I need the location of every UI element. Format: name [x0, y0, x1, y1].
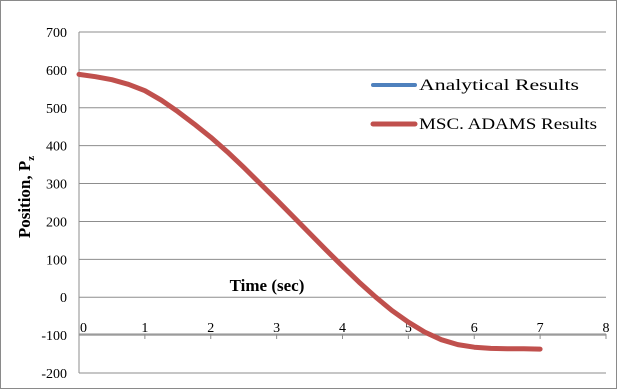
- y-tick-label-3: 400: [46, 140, 67, 155]
- y-tick-label-5: 200: [46, 215, 67, 230]
- y-tick-label-6: 100: [46, 253, 67, 268]
- y-axis-title-subscript: z: [25, 156, 37, 161]
- tick-labels: 700 600 500 400 300 200 100 0 -100 -200 0 1 2 3 4 5 6 7 8: [41, 26, 609, 382]
- y-tick-label-2: 500: [46, 102, 67, 117]
- y-axis-title: Position, Pz: [15, 156, 37, 238]
- x-tick-label-3: 3: [273, 321, 280, 336]
- legend: Analytical Results MSC. ADAMS Results: [370, 77, 597, 133]
- x-tick-label-4: 4: [339, 321, 346, 336]
- x-tick-label-6: 6: [471, 321, 478, 336]
- series-line-adams: [76, 71, 543, 352]
- y-tick-label-9: -200: [41, 367, 67, 382]
- x-tick-label-5: 5: [405, 321, 412, 336]
- x-axis-title: Time (sec): [230, 276, 305, 295]
- y-tick-label-7: 0: [60, 291, 67, 306]
- x-tick-label-7: 7: [537, 321, 544, 336]
- y-tick-label-1: 600: [46, 64, 67, 79]
- x-tick-label-8: 8: [603, 321, 610, 336]
- series-lines: [76, 71, 543, 352]
- y-axis-title-main: Position, P: [15, 161, 34, 238]
- y-tick-label-8: -100: [41, 329, 67, 344]
- legend-label-analytical: Analytical Results: [419, 77, 579, 94]
- y-tick-label-0: 700: [46, 26, 67, 41]
- legend-label-adams: MSC. ADAMS Results: [419, 116, 597, 133]
- y-tick-label-4: 300: [46, 178, 67, 193]
- x-tick-label-1: 1: [141, 321, 148, 336]
- x-tick-label-2: 2: [207, 321, 214, 336]
- x-tick-label-0: 0: [80, 321, 87, 336]
